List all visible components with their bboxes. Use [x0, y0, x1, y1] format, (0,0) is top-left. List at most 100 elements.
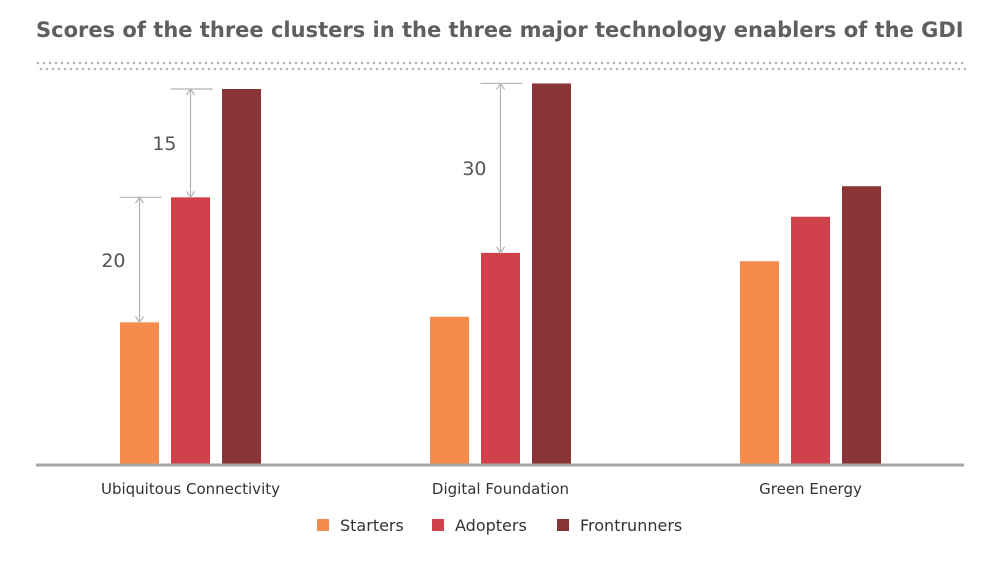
divider-dot	[336, 61, 340, 65]
divider-dot	[561, 67, 565, 71]
divider-dot	[195, 67, 199, 71]
divider-dot	[615, 67, 619, 71]
divider-dot	[150, 61, 154, 65]
divider-dot	[213, 67, 217, 71]
divider-dot	[582, 61, 586, 65]
divider-dot	[672, 61, 676, 65]
divider-dot	[447, 67, 451, 71]
divider-dot	[435, 67, 439, 71]
divider-dot	[636, 61, 640, 65]
divider-dot	[402, 61, 406, 65]
divider-dot	[306, 61, 310, 65]
divider-dot	[570, 61, 574, 65]
divider-dot	[621, 67, 625, 71]
divider-dot	[285, 67, 289, 71]
divider-dot	[480, 61, 484, 65]
divider-dot	[162, 61, 166, 65]
divider-dot	[387, 67, 391, 71]
range-annotation: 20	[101, 196, 162, 324]
annotation-label: 15	[152, 133, 176, 155]
divider-dot	[393, 67, 397, 71]
divider-dot	[903, 67, 907, 71]
divider-dot	[330, 61, 334, 65]
divider-dot	[780, 61, 784, 65]
divider-dot	[288, 61, 292, 65]
divider-dot	[630, 61, 634, 65]
divider-dot	[591, 67, 595, 71]
divider-dot	[129, 67, 133, 71]
divider-dot	[75, 67, 79, 71]
divider-dot	[345, 67, 349, 71]
divider-dot	[906, 61, 910, 65]
divider-dot	[627, 67, 631, 71]
divider-dot	[297, 67, 301, 71]
divider-dot	[840, 61, 844, 65]
divider-dot	[771, 67, 775, 71]
legend: Starters Adopters Frontrunners	[317, 516, 682, 535]
divider-dot	[363, 67, 367, 71]
divider-dot	[540, 61, 544, 65]
bar-frontrunners-3	[842, 186, 881, 464]
divider-dot	[423, 67, 427, 71]
divider-dot	[738, 61, 742, 65]
divider-dot	[897, 67, 901, 71]
divider-dot	[879, 67, 883, 71]
divider-dot	[48, 61, 52, 65]
divider-dot	[954, 61, 958, 65]
divider-dot	[69, 67, 73, 71]
divider-dot	[714, 61, 718, 65]
divider-dot	[792, 61, 796, 65]
divider-dot	[369, 67, 373, 71]
divider-dot	[819, 67, 823, 71]
divider-dot	[789, 67, 793, 71]
divider-dot	[51, 67, 55, 71]
divider-dot	[126, 61, 130, 65]
divider-dot	[291, 67, 295, 71]
divider-dot	[552, 61, 556, 65]
divider-dot	[687, 67, 691, 71]
divider-dot	[324, 61, 328, 65]
divider-dot	[915, 67, 919, 71]
divider-dot	[747, 67, 751, 71]
bar-starters-3	[740, 261, 779, 464]
divider-dot	[750, 61, 754, 65]
divider-dot	[492, 61, 496, 65]
divider-dot	[486, 61, 490, 65]
divider-dot	[471, 67, 475, 71]
divider-dot	[60, 61, 64, 65]
divider-dot	[801, 67, 805, 71]
divider-dot	[462, 61, 466, 65]
divider-dot	[699, 67, 703, 71]
divider-dot	[360, 61, 364, 65]
category-label: Digital Foundation	[432, 480, 569, 498]
legend-label-starters: Starters	[340, 516, 404, 535]
divider-dot	[342, 61, 346, 65]
divider-dot	[237, 67, 241, 71]
divider-dot	[522, 61, 526, 65]
divider-dot	[228, 61, 232, 65]
divider-dot	[573, 67, 577, 71]
legend-swatch-adopters	[432, 519, 444, 531]
divider-dot	[837, 67, 841, 71]
divider-dot	[534, 61, 538, 65]
divider-dot	[708, 61, 712, 65]
divider-dot	[45, 67, 49, 71]
divider-dot	[756, 61, 760, 65]
divider-dot	[537, 67, 541, 71]
divider-dot	[108, 61, 112, 65]
divider-dot	[783, 67, 787, 71]
divider-dot	[822, 61, 826, 65]
divider-dot	[576, 61, 580, 65]
divider-dot	[384, 61, 388, 65]
divider-dot	[888, 61, 892, 65]
divider-dot	[132, 61, 136, 65]
divider-dot	[135, 67, 139, 71]
legend-label-adopters: Adopters	[455, 516, 527, 535]
divider-dot	[723, 67, 727, 71]
divider-dot	[960, 61, 964, 65]
divider-dot	[741, 67, 745, 71]
divider-dot	[312, 61, 316, 65]
annotation-arrowhead	[135, 196, 144, 204]
divider-dot	[96, 61, 100, 65]
